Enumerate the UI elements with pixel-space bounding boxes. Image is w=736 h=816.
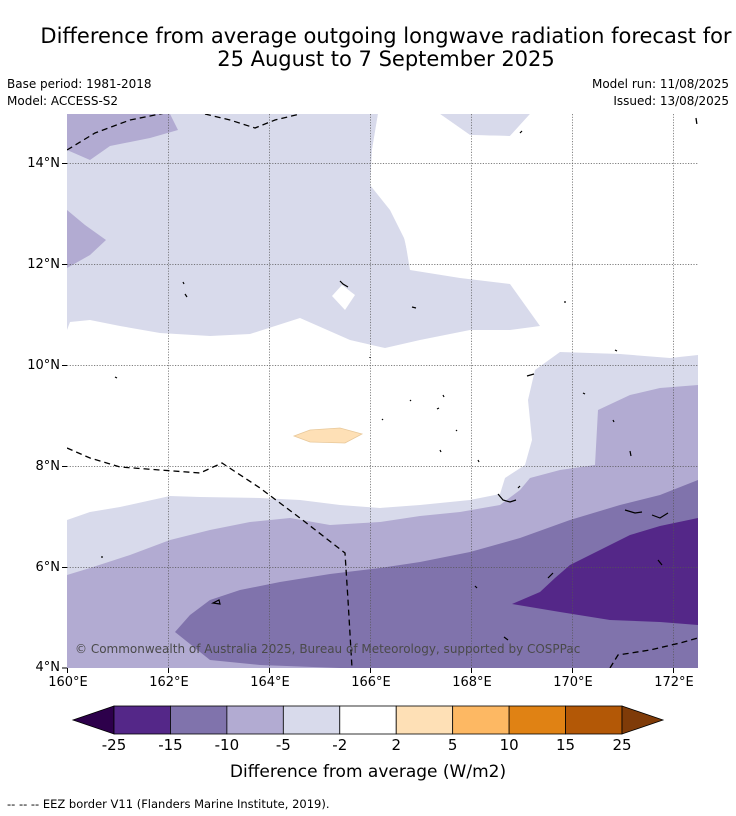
model-run: Model run: 11/08/2025 — [591, 77, 729, 91]
colorbar — [71, 705, 665, 735]
eez-border-southeast — [609, 637, 698, 668]
band-plus2-plus5 — [292, 427, 364, 444]
lat-label-4n: 4°N — [35, 660, 61, 675]
island — [114, 376, 118, 379]
island — [503, 636, 509, 641]
tick-marks — [62, 163, 674, 673]
islands — [101, 130, 669, 641]
colorbar-segment — [339, 705, 397, 735]
band-neutral-patch — [332, 285, 355, 310]
band-neutral-north — [372, 114, 698, 270]
island — [651, 512, 669, 519]
eez-borders — [67, 114, 698, 668]
map-title-line2: 25 August to 7 September 2025 — [217, 47, 555, 71]
lon-label-164e: 164°E — [250, 675, 290, 690]
eez-border-north-central — [204, 114, 301, 129]
model-name: Model: ACCESS-S2 — [7, 94, 119, 108]
island — [629, 450, 632, 457]
island — [612, 419, 615, 423]
colorbar-segment — [113, 705, 171, 735]
island — [517, 485, 521, 489]
island — [455, 429, 458, 432]
band-minus25-minus15 — [512, 518, 698, 625]
colorbar-segment — [395, 705, 454, 735]
island — [211, 599, 221, 605]
island — [477, 459, 480, 463]
eez-border-north — [67, 114, 164, 151]
lon-label-172e: 172°E — [654, 675, 694, 690]
colorbar-tick-label: 5 — [447, 736, 458, 754]
colorbar-tick-label: -15 — [158, 736, 183, 754]
island — [547, 572, 554, 579]
island — [439, 449, 442, 453]
island — [436, 407, 440, 410]
eez-footnote: -- -- -- EEZ border V11 (Flanders Marine… — [7, 797, 330, 811]
island — [497, 493, 517, 503]
island — [409, 399, 412, 402]
island — [339, 280, 349, 288]
map-title-line1: Difference from average outgoing longwav… — [40, 24, 732, 48]
colorbar-tick-label: -25 — [101, 736, 127, 754]
island — [657, 559, 663, 566]
island — [614, 349, 618, 352]
lon-label-160e: 160°E — [48, 675, 88, 690]
island — [582, 392, 586, 395]
gridlines — [67, 114, 698, 668]
band-minus15-minus10 — [175, 480, 698, 668]
issued-date: Issued: 13/08/2025 — [613, 94, 729, 108]
colorbar-segment — [508, 705, 566, 735]
island — [184, 293, 188, 298]
lat-label-10n: 10°N — [27, 358, 60, 373]
eez-border-northeast — [695, 117, 698, 126]
island — [381, 418, 384, 421]
colorbar-tick-label: -2 — [332, 736, 348, 754]
eez-border-west — [67, 447, 353, 668]
lon-label-168e: 168°E — [452, 675, 492, 690]
copyright-notice: © Commonwealth of Australia 2025, Bureau… — [75, 642, 581, 656]
colorbar-tick-label: 2 — [391, 736, 401, 754]
colorbar-tick-label: 15 — [556, 736, 576, 754]
base-period: Base period: 1981-2018 — [7, 77, 152, 91]
colorbar-segment — [565, 705, 623, 735]
island — [526, 373, 535, 377]
island — [182, 281, 185, 285]
island — [411, 306, 417, 309]
anomaly-field — [67, 114, 698, 668]
colorbar-title: Difference from average (W/m2) — [229, 762, 507, 782]
lat-label-8n: 8°N — [35, 459, 61, 474]
colorbar-tick-label: -5 — [275, 736, 291, 754]
colorbar-segment — [452, 705, 510, 735]
island — [519, 130, 523, 134]
colorbar-extend-high — [621, 705, 665, 735]
colorbar-segment — [170, 705, 228, 735]
lon-label-170e: 170°E — [553, 675, 593, 690]
lon-label-166e: 166°E — [351, 675, 391, 690]
lat-label-14n: 14°N — [27, 156, 60, 171]
lat-label-6n: 6°N — [35, 560, 61, 575]
island — [442, 394, 445, 398]
band-minus10-minus5-northwest — [67, 114, 178, 160]
island — [474, 585, 478, 589]
colorbar-segment — [282, 705, 341, 735]
lat-label-12n: 12°N — [27, 257, 60, 272]
band-minus10-minus5-west — [67, 210, 106, 268]
colorbar-extend-low — [71, 705, 115, 735]
colorbar-tick-label: 25 — [612, 736, 632, 754]
lon-label-162e: 162°E — [149, 675, 189, 690]
colorbar-segment — [226, 705, 284, 735]
island — [624, 509, 643, 514]
colorbar-tick-label: -10 — [214, 736, 240, 754]
colorbar-tick-label: 10 — [499, 736, 519, 754]
